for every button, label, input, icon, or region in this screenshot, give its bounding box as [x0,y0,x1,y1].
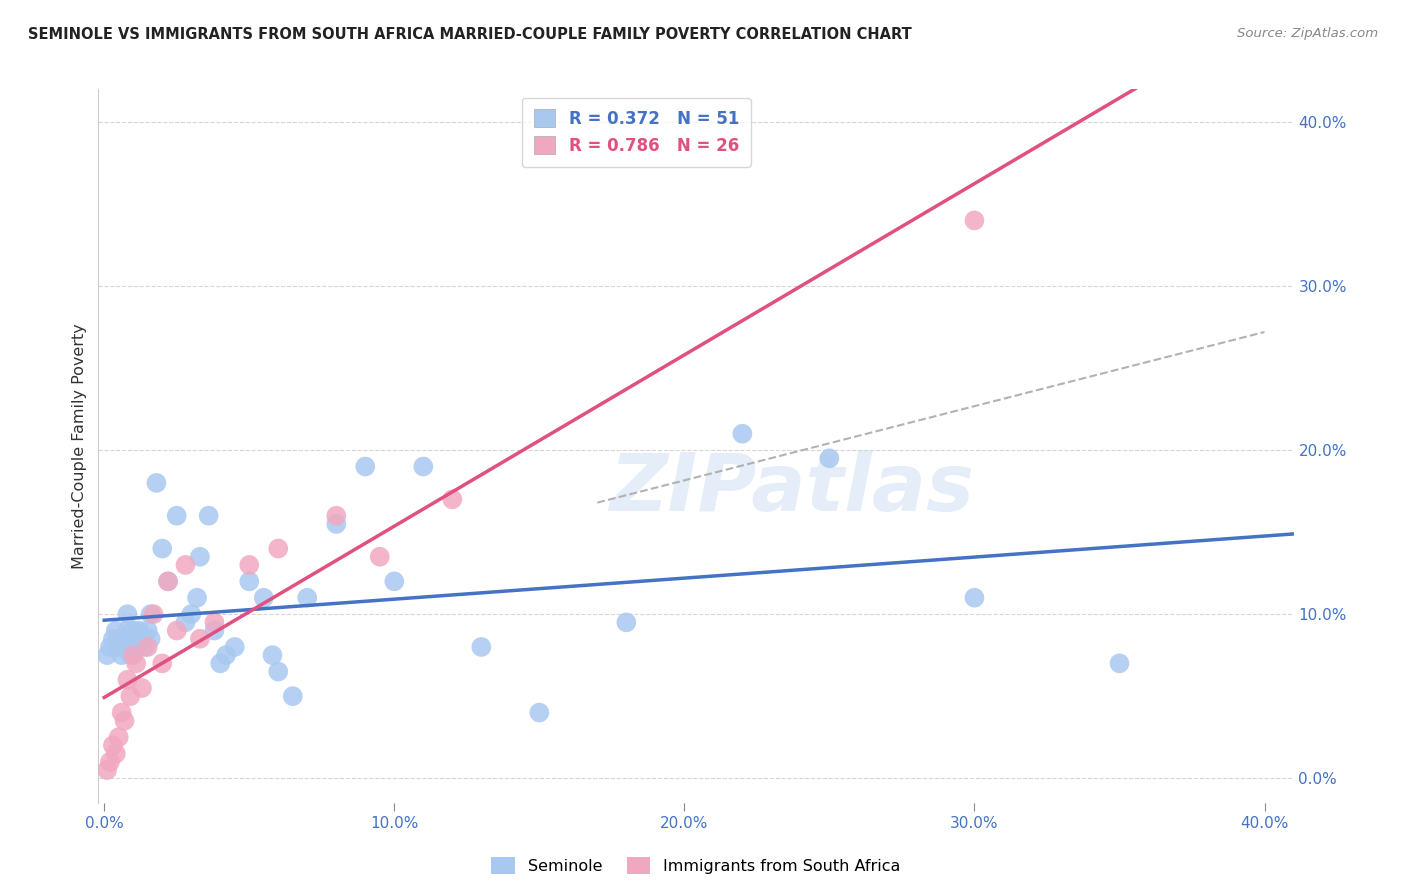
Point [818,451,841,466]
Point [238,574,260,589]
Point [325,508,347,523]
Point [174,615,197,630]
Point [963,591,986,605]
Point [122,648,145,662]
Point [188,632,211,646]
Point [120,648,142,662]
Point [107,640,129,654]
Point [297,591,319,605]
Point [125,657,148,671]
Point [412,459,434,474]
Point [215,648,238,662]
Point [125,640,148,654]
Point [731,426,754,441]
Point [120,689,142,703]
Point [98,755,121,769]
Point [470,640,492,654]
Point [382,574,405,589]
Y-axis label: Married-Couple Family Poverty: Married-Couple Family Poverty [72,323,87,569]
Legend: Seminole, Immigrants from South Africa: Seminole, Immigrants from South Africa [485,850,907,880]
Point [204,624,226,638]
Point [197,508,219,523]
Text: ZIPatlas: ZIPatlas [609,450,974,528]
Point [174,558,197,572]
Point [354,459,377,474]
Point [117,624,139,638]
Point [128,624,150,638]
Point [142,607,165,622]
Point [188,549,211,564]
Point [101,632,124,646]
Point [96,763,118,777]
Text: Source: ZipAtlas.com: Source: ZipAtlas.com [1237,27,1378,40]
Point [253,591,276,605]
Point [131,632,153,646]
Point [122,624,145,638]
Point [139,632,162,646]
Point [267,665,290,679]
Point [111,706,134,720]
Point [114,632,136,646]
Point [150,657,173,671]
Point [529,706,551,720]
Point [104,624,127,638]
Point [325,516,347,531]
Point [150,541,173,556]
Point [131,681,153,695]
Point [963,213,986,227]
Point [96,648,118,662]
Point [136,640,159,654]
Point [145,475,167,490]
Point [136,624,159,638]
Point [114,714,136,728]
Point [111,648,134,662]
Point [281,689,304,703]
Point [180,607,202,622]
Point [101,739,124,753]
Point [224,640,246,654]
Point [107,632,129,646]
Point [166,624,188,638]
Point [204,615,226,630]
Point [262,648,284,662]
Point [139,607,162,622]
Point [98,640,121,654]
Point [441,492,464,507]
Point [157,574,180,589]
Text: SEMINOLE VS IMMIGRANTS FROM SOUTH AFRICA MARRIED-COUPLE FAMILY POVERTY CORRELATI: SEMINOLE VS IMMIGRANTS FROM SOUTH AFRICA… [28,27,912,42]
Point [107,730,129,744]
Point [238,558,260,572]
Point [122,632,145,646]
Point [157,574,180,589]
Point [614,615,637,630]
Point [186,591,208,605]
Point [104,747,127,761]
Point [117,673,139,687]
Point [120,640,142,654]
Point [134,640,156,654]
Point [209,657,232,671]
Point [117,607,139,622]
Point [368,549,391,564]
Point [267,541,290,556]
Point [166,508,188,523]
Point [1108,657,1130,671]
